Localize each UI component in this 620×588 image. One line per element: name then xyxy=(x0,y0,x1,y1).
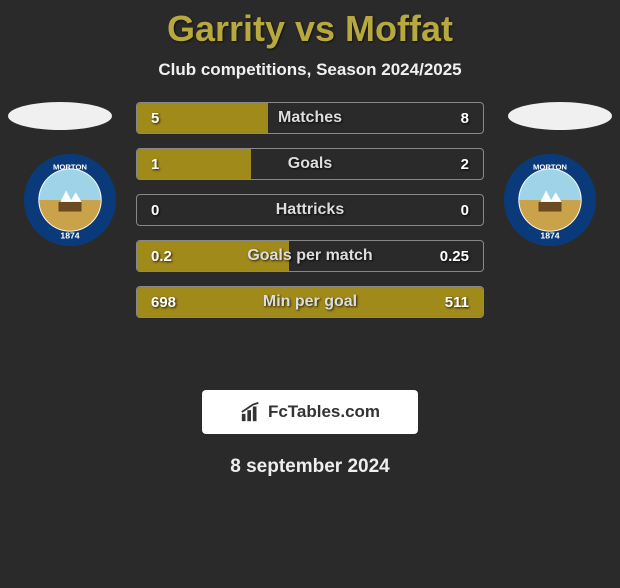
stat-value-right: 8 xyxy=(461,110,483,127)
stat-label: Hattricks xyxy=(137,201,483,219)
svg-text:MORTON: MORTON xyxy=(533,162,567,171)
svg-text:1874: 1874 xyxy=(540,230,559,240)
stat-row: 5Matches8 xyxy=(136,102,484,134)
page-title: Garrity vs Moffat xyxy=(0,8,620,50)
stat-value-right: 2 xyxy=(461,156,483,173)
stat-row: 698Min per goal511 xyxy=(136,286,484,318)
comparison-panel: MORTON 1874 MORTON 1874 5Matches8 1Goals2… xyxy=(0,102,620,362)
stat-label: Matches xyxy=(137,109,483,127)
chart-icon xyxy=(240,401,262,423)
club-badge-left: MORTON 1874 xyxy=(22,152,118,248)
club-badge-right: MORTON 1874 xyxy=(502,152,598,248)
stat-value-right: 0 xyxy=(461,202,483,219)
svg-text:MORTON: MORTON xyxy=(53,162,87,171)
stat-label: Min per goal xyxy=(137,293,483,311)
stat-value-right: 0.25 xyxy=(440,248,483,265)
stat-row: 1Goals2 xyxy=(136,148,484,180)
date-label: 8 september 2024 xyxy=(0,456,620,478)
fctables-text: FcTables.com xyxy=(268,402,380,422)
player-avatar-right xyxy=(508,102,612,130)
svg-text:1874: 1874 xyxy=(60,230,79,240)
stat-value-right: 511 xyxy=(445,294,483,311)
stat-row: 0.2Goals per match0.25 xyxy=(136,240,484,272)
stat-label: Goals xyxy=(137,155,483,173)
player-avatar-left xyxy=(8,102,112,130)
stat-label: Goals per match xyxy=(137,247,483,265)
fctables-logo: FcTables.com xyxy=(202,390,418,434)
stats-list: 5Matches8 1Goals2 0Hattricks0 0.2Goals per … xyxy=(136,102,484,318)
subtitle: Club competitions, Season 2024/2025 xyxy=(0,60,620,80)
stat-row: 0Hattricks0 xyxy=(136,194,484,226)
